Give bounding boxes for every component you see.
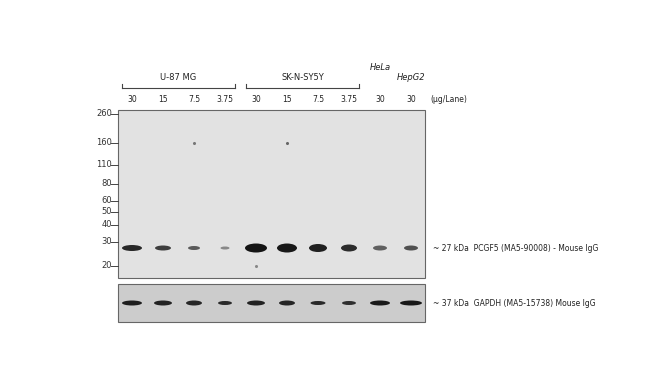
Ellipse shape bbox=[220, 247, 229, 250]
Text: 30: 30 bbox=[375, 96, 385, 105]
Text: 7.5: 7.5 bbox=[312, 96, 324, 105]
Ellipse shape bbox=[247, 300, 265, 306]
Bar bbox=[118, 284, 425, 322]
Ellipse shape bbox=[400, 300, 422, 306]
Ellipse shape bbox=[341, 244, 357, 251]
Ellipse shape bbox=[154, 300, 172, 306]
Ellipse shape bbox=[279, 300, 295, 306]
Text: 110: 110 bbox=[96, 160, 112, 169]
Ellipse shape bbox=[122, 245, 142, 251]
Ellipse shape bbox=[309, 244, 327, 252]
Ellipse shape bbox=[277, 243, 297, 253]
Text: 3.75: 3.75 bbox=[216, 96, 233, 105]
Ellipse shape bbox=[155, 246, 171, 250]
Text: 50: 50 bbox=[101, 207, 112, 216]
Text: 7.5: 7.5 bbox=[188, 96, 200, 105]
Bar bbox=[118, 110, 425, 278]
Text: ~ 27 kDa  PCGF5 (MA5-90008) - Mouse IgG: ~ 27 kDa PCGF5 (MA5-90008) - Mouse IgG bbox=[433, 243, 599, 253]
Text: 260: 260 bbox=[96, 109, 112, 119]
Text: (μg/Lane): (μg/Lane) bbox=[430, 96, 467, 105]
Ellipse shape bbox=[218, 301, 232, 305]
Text: 80: 80 bbox=[101, 179, 112, 188]
Text: 30: 30 bbox=[251, 96, 261, 105]
Text: 30: 30 bbox=[406, 96, 416, 105]
Text: U-87 MG: U-87 MG bbox=[161, 74, 196, 82]
Text: HepG2: HepG2 bbox=[396, 74, 425, 82]
Ellipse shape bbox=[370, 300, 390, 306]
Text: 15: 15 bbox=[282, 96, 292, 105]
Text: 3.75: 3.75 bbox=[341, 96, 358, 105]
Text: 20: 20 bbox=[101, 261, 112, 270]
Ellipse shape bbox=[122, 300, 142, 306]
Text: 160: 160 bbox=[96, 138, 112, 147]
Ellipse shape bbox=[311, 301, 326, 305]
Text: 40: 40 bbox=[101, 220, 112, 229]
Ellipse shape bbox=[188, 246, 200, 250]
Ellipse shape bbox=[404, 246, 418, 250]
Text: 15: 15 bbox=[158, 96, 168, 105]
Ellipse shape bbox=[186, 300, 202, 306]
Text: 30: 30 bbox=[127, 96, 137, 105]
Text: 60: 60 bbox=[101, 196, 112, 205]
Text: HeLa: HeLa bbox=[369, 63, 391, 72]
Text: ~ 37 kDa  GAPDH (MA5-15738) Mouse IgG: ~ 37 kDa GAPDH (MA5-15738) Mouse IgG bbox=[433, 299, 595, 307]
Ellipse shape bbox=[245, 243, 267, 253]
Text: SK-N-SY5Y: SK-N-SY5Y bbox=[281, 74, 324, 82]
Ellipse shape bbox=[373, 246, 387, 250]
Text: 30: 30 bbox=[101, 237, 112, 246]
Ellipse shape bbox=[342, 301, 356, 305]
